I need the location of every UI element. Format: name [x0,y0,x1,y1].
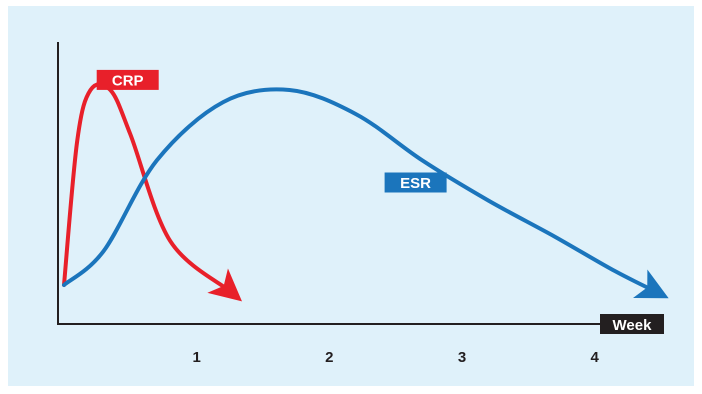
x-axis-unit-label: Week [613,317,653,334]
series-label-background [96,69,159,90]
series-label-crp: CRP [96,69,159,90]
x-tick-label: 2 [325,349,333,366]
series-line-esr [62,87,669,299]
x-tick-label: 4 [591,349,600,366]
series-line-crp [62,82,243,302]
series-label-text: CRP [112,72,144,89]
series-label-background [384,172,447,193]
chart-background [8,6,694,386]
x-axis-unit-tag [600,314,664,334]
series-label-text: ESR [400,175,431,192]
x-tick-label: 3 [458,349,466,366]
series-label-esr: ESR [384,172,447,193]
x-tick-label: 1 [193,349,201,366]
